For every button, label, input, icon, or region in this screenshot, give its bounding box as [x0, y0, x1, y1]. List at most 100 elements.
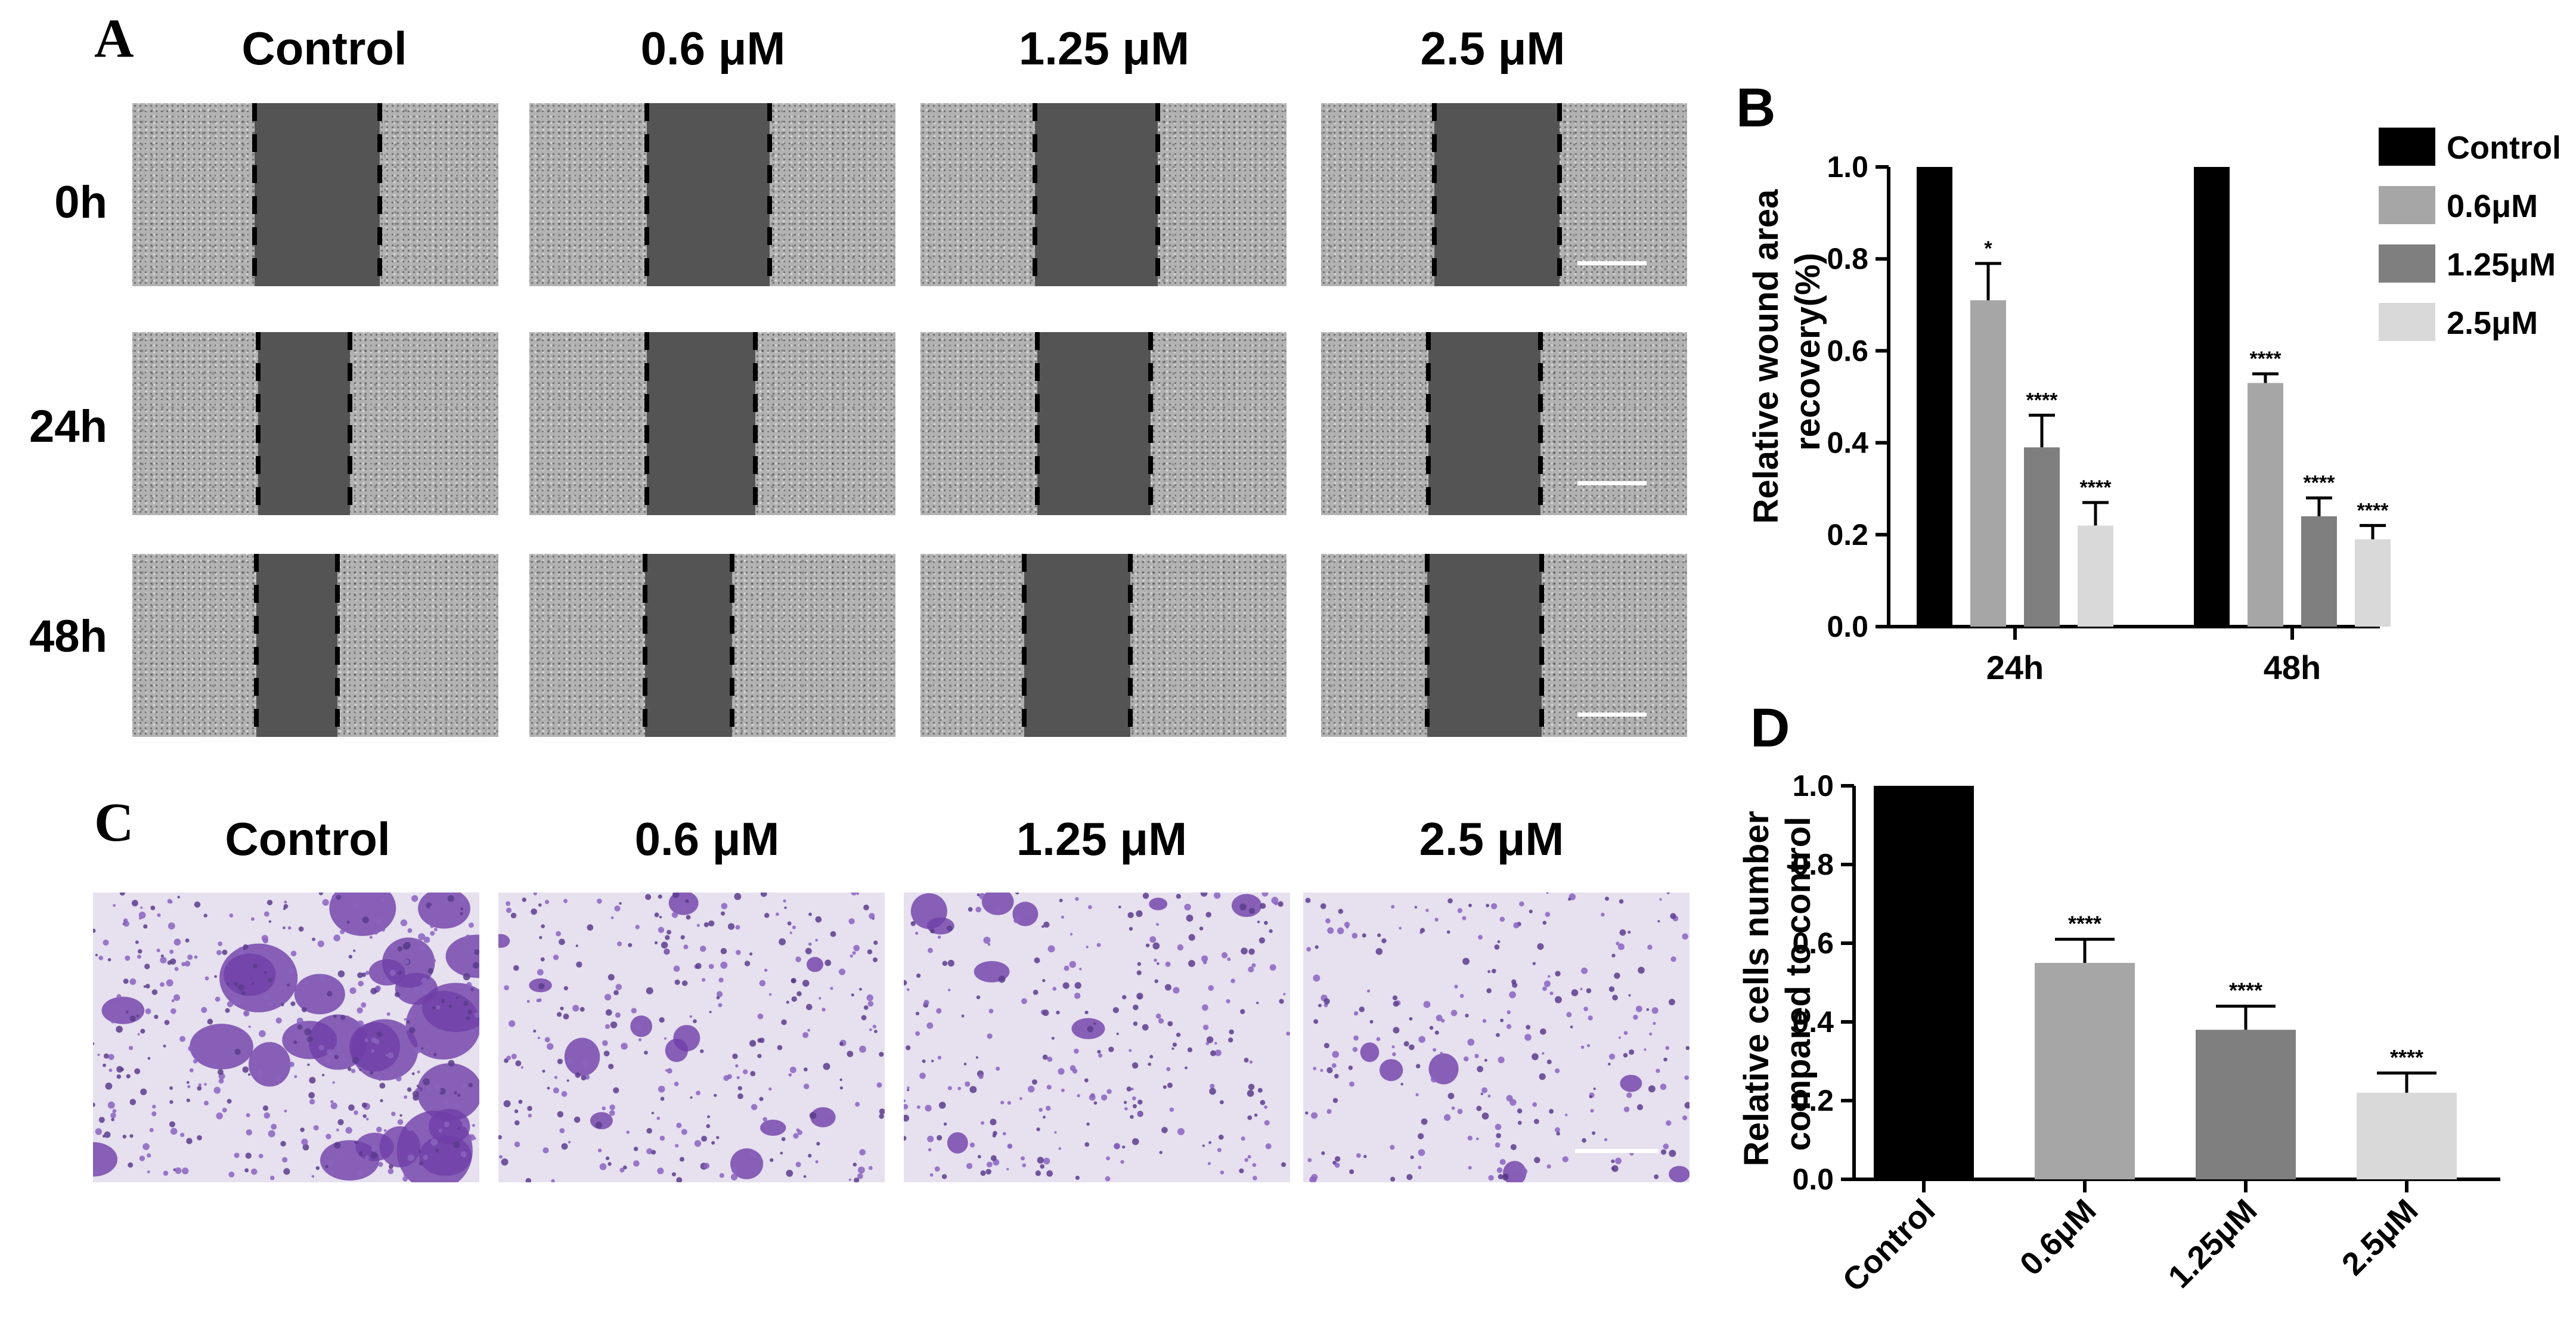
cell-dot: [1615, 1157, 1622, 1164]
cell-dot: [1495, 1142, 1501, 1148]
cell-dot: [808, 1154, 812, 1158]
wound-image-2-5um-0h: [1321, 103, 1687, 286]
cell-dot: [867, 949, 873, 955]
cell-dot: [938, 1101, 946, 1109]
panel-c-column-title-1-25um: 1.25 μM: [1016, 813, 1188, 865]
cell-dot: [143, 985, 146, 988]
cell-dot: [1089, 1094, 1096, 1101]
cell-dot: [1497, 940, 1501, 943]
cell-dot: [154, 1014, 159, 1020]
panel-a-column-title-1-25um: 1.25 μM: [1018, 22, 1190, 75]
cell-dot: [359, 1068, 362, 1071]
cell-dot: [452, 1141, 460, 1148]
cell-dot: [1161, 1127, 1168, 1133]
cell-dot: [174, 966, 179, 971]
cell-dot: [1026, 910, 1030, 914]
cell-dot: [1248, 966, 1254, 972]
cell-dot: [1611, 953, 1616, 958]
cell-dot: [1498, 1174, 1504, 1180]
cell-dot: [731, 1167, 739, 1174]
cell-dot: [614, 905, 621, 912]
cell-dot: [407, 1020, 410, 1024]
cell-dot: [1200, 893, 1208, 897]
cell-dot: [1164, 984, 1171, 991]
cell-cluster: [308, 1014, 368, 1070]
cell-dot: [737, 1093, 743, 1099]
cell-dot: [708, 963, 714, 969]
cell-dot: [518, 1099, 523, 1104]
cell-dot: [204, 1101, 209, 1106]
cell-dot: [852, 951, 856, 955]
cell-dot: [364, 1155, 370, 1161]
cell-dot: [538, 903, 542, 907]
cell-dot: [237, 947, 244, 953]
cell-dot: [659, 916, 662, 919]
cell-dot: [986, 1161, 993, 1168]
cell-dot: [560, 1006, 564, 1011]
cell-dot: [1084, 1011, 1089, 1015]
cell-dot: [1447, 1092, 1455, 1099]
cell-dot: [1155, 1013, 1161, 1019]
cell-dot: [781, 1137, 786, 1141]
cell-dot: [796, 1128, 800, 1132]
cell-dot: [617, 941, 622, 947]
cell-dot: [727, 1074, 732, 1079]
cell-dot: [1037, 1157, 1044, 1164]
cell-dot: [1112, 1007, 1119, 1014]
cell-dot: [1313, 1067, 1317, 1070]
cell-dot: [943, 1122, 947, 1126]
cell-dot: [1131, 1087, 1134, 1090]
chart-b-y-tick-label: 0.8: [1827, 242, 1868, 275]
cell-dot: [160, 954, 164, 958]
cell-dot: [1219, 1100, 1224, 1105]
cell-dot: [256, 1070, 264, 1077]
cell-dot: [470, 988, 474, 992]
cell-dot: [514, 1109, 519, 1114]
cell-dot: [408, 1027, 416, 1034]
cell-dot: [1008, 1144, 1012, 1148]
cell-dot: [1482, 1019, 1487, 1023]
cell-dot: [1434, 1030, 1439, 1035]
cell-dot: [608, 1064, 614, 1070]
cell-dot: [1626, 1092, 1632, 1098]
cell-dot: [957, 1086, 962, 1090]
cell-dot: [1072, 1068, 1078, 1074]
cell-dot: [1444, 1114, 1451, 1121]
cell-dot: [990, 1118, 997, 1126]
cell-dot: [732, 1053, 738, 1059]
cell-dot: [246, 1129, 253, 1136]
cell-dot: [138, 911, 146, 919]
cell-dot: [966, 1163, 973, 1169]
cell-dot: [217, 1069, 224, 1076]
cell-dot: [923, 999, 929, 1006]
cell-dot: [179, 1036, 186, 1042]
cell-dot: [284, 1110, 287, 1113]
cell-dot: [282, 1157, 288, 1163]
cell-dot: [659, 1017, 665, 1023]
cell-dot: [137, 949, 142, 954]
cell-dot: [1564, 1113, 1568, 1117]
cell-dot: [1056, 1011, 1060, 1015]
cell-cluster: [418, 893, 470, 929]
cell-dot: [1568, 897, 1571, 901]
cell-dot: [181, 962, 186, 966]
cell-dot: [819, 997, 822, 1000]
cell-dot: [597, 898, 602, 904]
cell-dot: [1605, 896, 1610, 901]
cell-dot: [144, 963, 150, 969]
cell-dot: [330, 1102, 337, 1110]
cell-dot: [1229, 1029, 1234, 1035]
cell-dot: [868, 1166, 873, 1170]
cell-dot: [357, 1169, 364, 1176]
cell-dot: [1534, 1118, 1539, 1124]
cell-dot: [661, 941, 668, 949]
cell-dot: [1362, 933, 1366, 938]
cell-dot: [815, 1160, 819, 1164]
cell-dot: [1208, 985, 1214, 991]
chart-b-legend-swatch-2-5-m: [2379, 303, 2435, 341]
cell-dot: [1188, 934, 1195, 941]
cell-dot: [1326, 1067, 1333, 1074]
cell-dot: [116, 1025, 123, 1033]
cell-dot: [203, 913, 207, 918]
cell-dot: [136, 1014, 140, 1018]
